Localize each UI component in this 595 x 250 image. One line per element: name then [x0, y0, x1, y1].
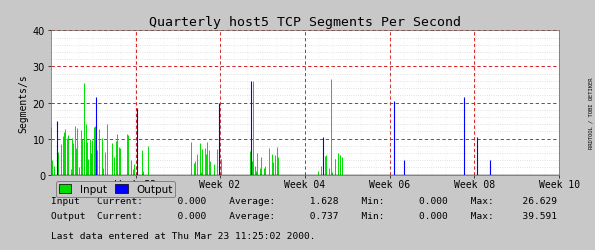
Text: Input   Current:      0.000    Average:      1.628    Min:      0.000    Max:   : Input Current: 0.000 Average: 1.628 Min:…	[51, 196, 556, 205]
Legend: Input, Output: Input, Output	[56, 182, 176, 198]
Y-axis label: Segments/s: Segments/s	[18, 74, 29, 132]
Text: Output  Current:      0.000    Average:      0.737    Min:      0.000    Max:   : Output Current: 0.000 Average: 0.737 Min…	[51, 211, 556, 220]
Text: RRDTOOL / TOBI OETIKER: RRDTOOL / TOBI OETIKER	[588, 77, 593, 148]
Title: Quarterly host5 TCP Segments Per Second: Quarterly host5 TCP Segments Per Second	[149, 16, 461, 29]
Text: Last data entered at Thu Mar 23 11:25:02 2000.: Last data entered at Thu Mar 23 11:25:02…	[51, 231, 315, 240]
